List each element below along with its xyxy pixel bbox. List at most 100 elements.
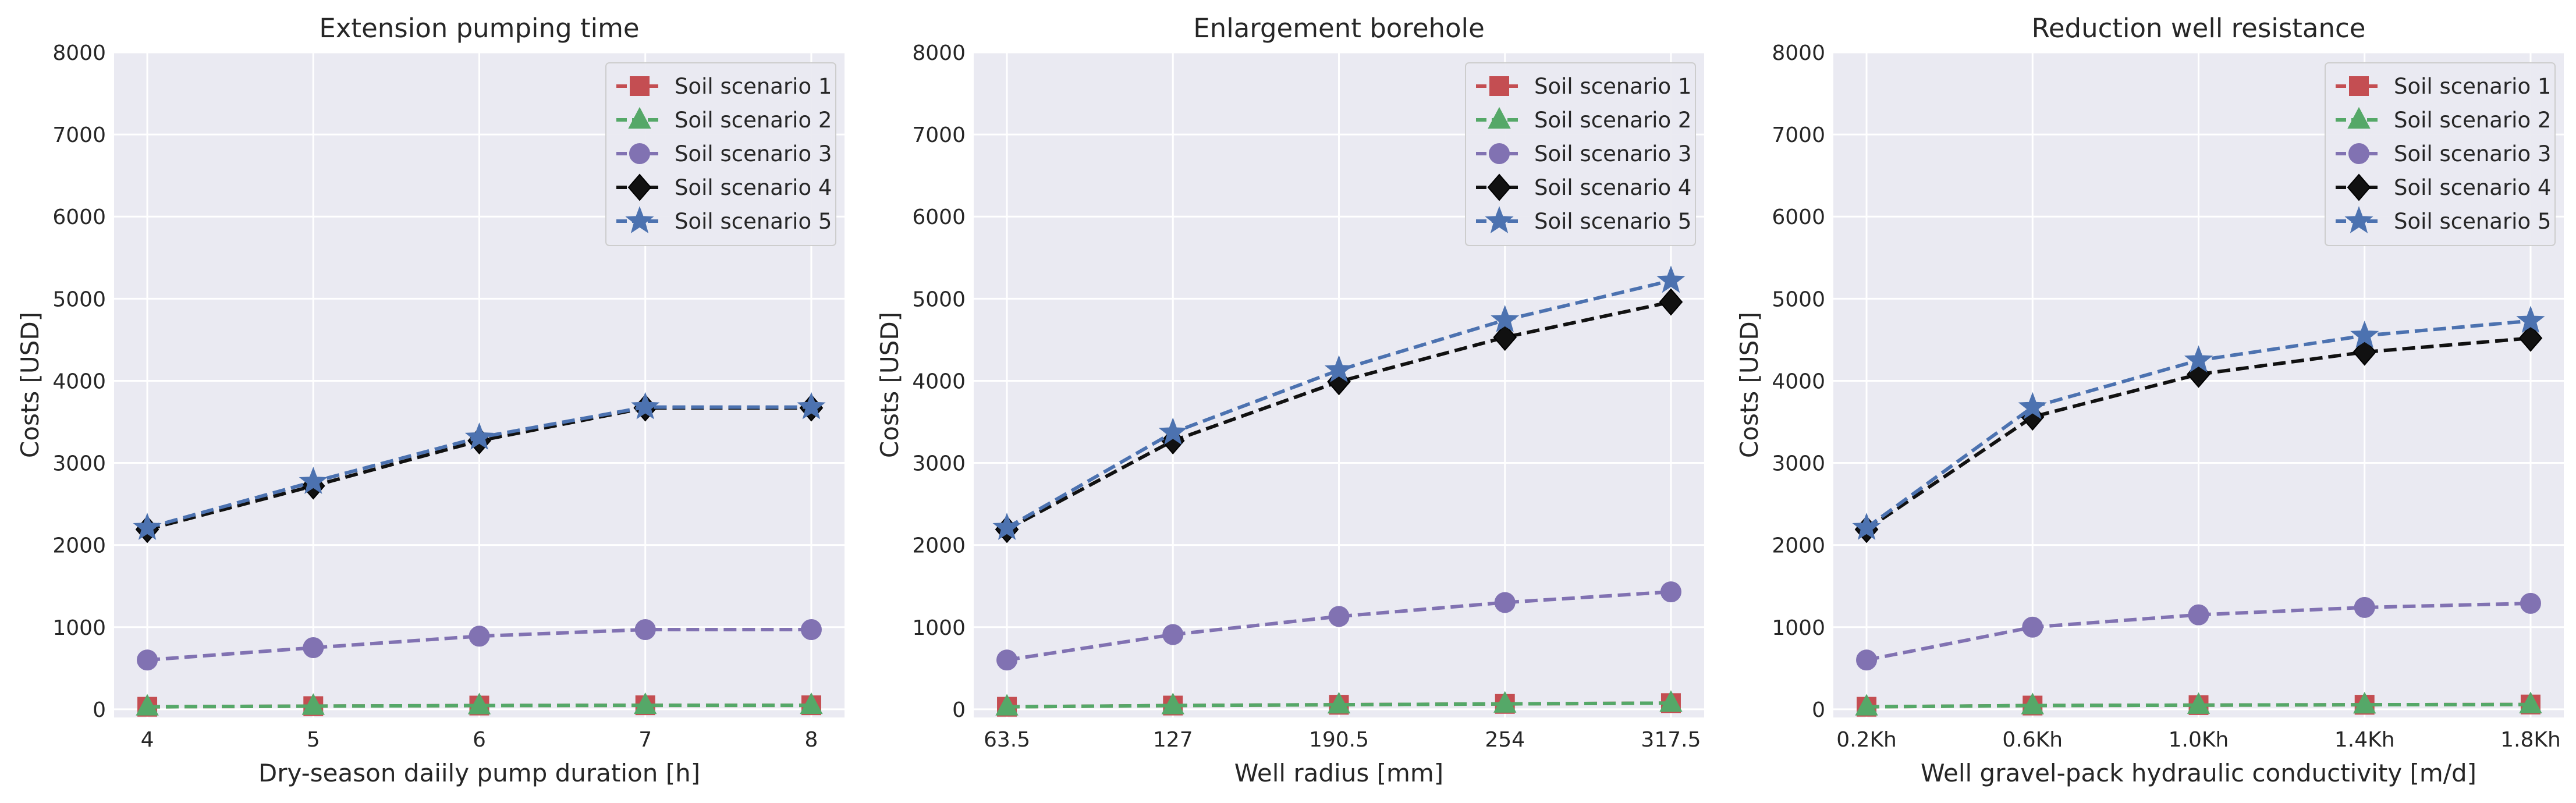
legend-marker xyxy=(629,143,650,164)
y-tick-label: 3000 xyxy=(52,452,106,476)
legend-marker xyxy=(628,106,651,129)
y-tick-label: 6000 xyxy=(1772,205,1825,229)
legend-marker xyxy=(627,173,652,201)
data-point xyxy=(467,692,491,715)
x-tick-label: 0.2Kh xyxy=(1836,728,1897,752)
legend-marker xyxy=(1489,143,1510,164)
series-2 xyxy=(1855,691,2542,716)
data-point xyxy=(2519,691,2542,713)
data-point xyxy=(2353,338,2377,366)
series-3 xyxy=(996,581,1681,671)
legend: Soil scenario 1 Soil scenario 2 Soil scena… xyxy=(1465,62,1696,246)
data-point xyxy=(301,693,325,715)
x-axis-label: Well gravel-pack hydraulic conductivity … xyxy=(1921,759,2476,787)
data-point xyxy=(1161,692,1184,715)
chart-panel-3: 0 1000 2000 3000 4000 5000 6000 7000 8000 0.2Kh 0.… xyxy=(1735,13,2564,787)
data-point xyxy=(2022,616,2043,638)
y-tick-label: 0 xyxy=(952,698,966,722)
series-line xyxy=(1865,336,2531,531)
data-point xyxy=(1852,513,1881,540)
legend-marker xyxy=(2347,173,2371,201)
y-tick-label: 5000 xyxy=(52,287,106,311)
chart-panel-2: 0 1000 2000 3000 4000 5000 6000 7000 8000 63.5 127… xyxy=(875,13,1704,787)
series-3 xyxy=(137,619,822,671)
x-tick-label: 0.6Kh xyxy=(2002,728,2063,752)
y-tick-label: 0 xyxy=(93,698,106,722)
legend-box xyxy=(605,62,836,246)
series-3 xyxy=(1856,592,2541,671)
series-2 xyxy=(136,692,823,716)
data-point xyxy=(634,692,657,715)
y-tick-label: 1000 xyxy=(912,616,966,640)
data-point xyxy=(992,513,1021,540)
y-axis-label: Costs [USD] xyxy=(1735,312,1764,458)
data-point xyxy=(1493,691,1517,713)
data-point xyxy=(797,392,826,420)
data-point xyxy=(2516,305,2545,333)
legend-marker xyxy=(1489,76,1509,96)
legend-label: Soil scenario 5 xyxy=(1534,209,1691,234)
series-line xyxy=(1006,279,1672,530)
data-point xyxy=(1491,305,1520,332)
y-tick-label: 4000 xyxy=(912,369,966,393)
legend-box xyxy=(1465,62,1696,246)
data-point xyxy=(1855,694,1878,716)
x-tick-label: 127 xyxy=(1153,728,1193,752)
legend-marker xyxy=(2347,106,2371,129)
x-axis-label: Well radius [mm] xyxy=(1234,759,1443,787)
x-tick-label: 5 xyxy=(307,728,320,752)
series-5 xyxy=(992,265,1686,540)
y-tick-label: 5000 xyxy=(1772,287,1825,311)
legend-marker xyxy=(1488,106,1511,129)
chart-panel-1: 0 1000 2000 3000 4000 5000 6000 7000 8000 4 5 6 7 8 Ex… xyxy=(16,13,845,787)
series-line xyxy=(1006,590,1672,662)
legend-marker xyxy=(1487,173,1511,201)
legend-marker xyxy=(625,206,654,233)
series-2 xyxy=(995,690,1683,716)
data-point xyxy=(2353,691,2376,714)
y-tick-label: 2000 xyxy=(912,534,966,558)
legend-label: Soil scenario 2 xyxy=(675,108,832,133)
legend-marker xyxy=(1485,206,1514,233)
legend-label: Soil scenario 1 xyxy=(1534,74,1691,99)
legend-label: Soil scenario 1 xyxy=(2394,74,2551,99)
y-tick-label: 8000 xyxy=(912,41,966,65)
data-point xyxy=(2518,324,2543,352)
legend-label: Soil scenario 5 xyxy=(2394,209,2551,234)
x-tick-label: 317.5 xyxy=(1641,728,1701,752)
legend-label: Soil scenario 3 xyxy=(1534,141,1691,166)
x-tick-label: 254 xyxy=(1485,728,1525,752)
data-point xyxy=(1656,265,1686,293)
y-tick-label: 2000 xyxy=(1772,534,1825,558)
x-tick-label: 190.5 xyxy=(1309,728,1369,752)
chart-title: Extension pumping time xyxy=(319,13,639,44)
data-point xyxy=(137,649,158,671)
y-tick-label: 1000 xyxy=(52,616,106,640)
x-axis-label: Dry-season daiily pump duration [h] xyxy=(258,759,700,787)
data-point xyxy=(1660,581,1681,603)
data-point xyxy=(996,649,1018,671)
y-tick-label: 7000 xyxy=(52,123,106,147)
legend-marker xyxy=(2344,206,2373,233)
x-tick-label: 63.5 xyxy=(984,728,1030,752)
data-point xyxy=(2018,392,2047,420)
y-tick-label: 1000 xyxy=(1772,616,1825,640)
y-tick-label: 7000 xyxy=(912,123,966,147)
legend-marker xyxy=(2349,76,2369,96)
data-point xyxy=(1494,592,1516,613)
legend-marker xyxy=(630,76,650,96)
x-tick-label: 1.4Kh xyxy=(2334,728,2395,752)
legend-label: Soil scenario 1 xyxy=(675,74,832,99)
data-point xyxy=(2188,604,2209,626)
data-point xyxy=(1158,417,1187,445)
legend: Soil scenario 1 Soil scenario 2 Soil scena… xyxy=(2325,62,2556,246)
chart-title: Enlargement borehole xyxy=(1193,13,1485,44)
y-axis-label: Costs [USD] xyxy=(16,312,44,458)
data-point xyxy=(1659,690,1683,712)
series-5 xyxy=(133,392,826,540)
legend-label: Soil scenario 5 xyxy=(675,209,832,234)
data-point xyxy=(800,692,823,715)
data-point xyxy=(303,637,324,659)
data-point xyxy=(2520,592,2541,614)
